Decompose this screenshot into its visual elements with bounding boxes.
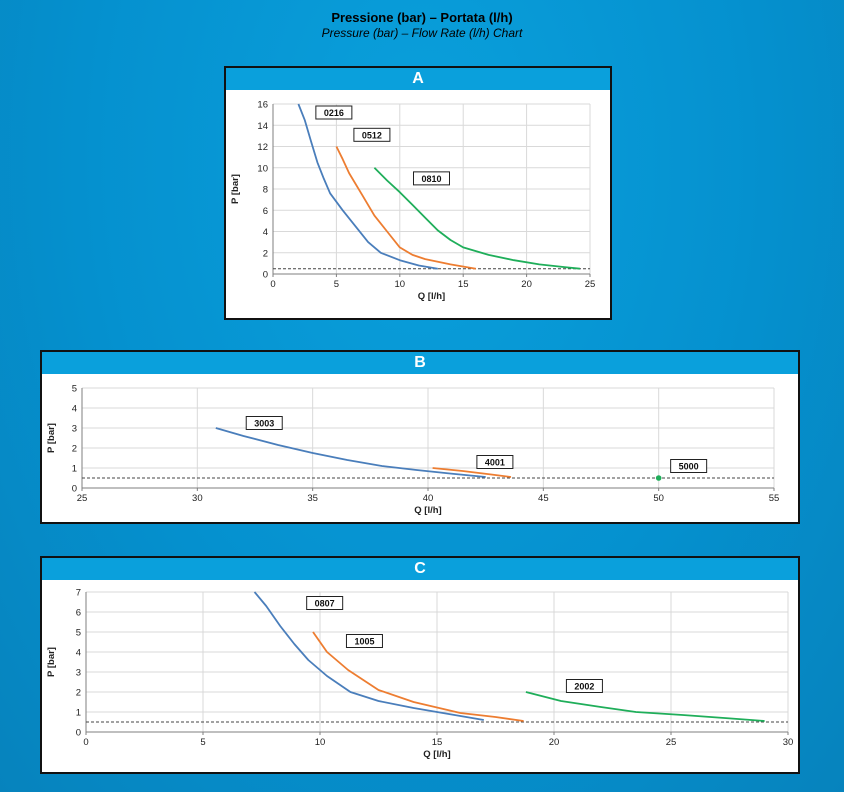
chart-a-series-0810-label-box (413, 171, 450, 186)
chart-c-series-2002-line (525, 691, 765, 722)
chart-a-y-tick-label: 0 (263, 270, 268, 281)
chart-b-x-tick-label: 50 (653, 493, 664, 504)
chart-c-x-tick-label: 10 (315, 737, 326, 748)
chart-a-series-0216-label: 0216 (324, 108, 344, 118)
chart-c-x-axis-title: Q [l/h] (423, 749, 450, 760)
chart-b-series-3003-line (215, 427, 486, 478)
chart-c-x-tick-label: 0 (83, 737, 88, 748)
chart-a-y-tick-label: 4 (263, 227, 268, 238)
chart-b-y-axis-title: P [bar] (46, 423, 57, 453)
chart-b-x-tick-label: 45 (538, 493, 549, 504)
chart-b-y-tick-label: 1 (72, 464, 77, 475)
chart-b-x-tick-label: 30 (192, 493, 203, 504)
chart-b-series-4001-label-box (476, 455, 514, 469)
page-title: Pressione (bar) – Portata (l/h) (331, 10, 513, 25)
chart-a-y-tick-label: 2 (263, 248, 268, 259)
chart-a-series-0810-line (373, 167, 580, 270)
chart-c-series-2002-label-box (565, 679, 603, 693)
chart-panel-c: C 0 5 10 15 20 25 30 0 1 2 3 4 5 6 7 Q [l/h] P [bar] 0807… (40, 556, 800, 774)
chart-b-x-tick-label: 40 (423, 493, 434, 504)
chart-b-x-tick-label: 35 (307, 493, 318, 504)
chart-a-x-tick-label: 0 (270, 279, 275, 290)
page-subtitle: Pressure (bar) – Flow Rate (l/h) Chart (321, 26, 523, 40)
chart-c-y-tick-label: 7 (76, 588, 81, 599)
chart-a-y-tick-label: 8 (263, 185, 268, 196)
chart-b-y-tick-label: 4 (72, 404, 77, 415)
panel-header-c: C (42, 558, 798, 580)
chart-c-y-tick-label: 1 (76, 708, 81, 719)
chart-a-x-tick-label: 5 (334, 279, 339, 290)
chart-c-y-tick-label: 2 (76, 688, 81, 699)
chart-a-series-0216-label-box (315, 105, 353, 120)
chart-c-y-axis-title: P [bar] (46, 647, 57, 677)
chart-a-series-0512-label: 0512 (362, 130, 382, 140)
chart-b-series-4001-label: 4001 (485, 458, 505, 468)
chart-a-series-0512-line (335, 146, 477, 270)
chart-a-x-axis-title: Q [l/h] (418, 291, 445, 302)
chart-c-series-2002-label: 2002 (574, 682, 594, 692)
chart-c-y-tick-label: 4 (76, 648, 81, 659)
chart-b-series-3003-label-box (245, 416, 283, 430)
chart-c-series-1005-label-box (345, 634, 383, 648)
chart-b-y-tick-label: 5 (72, 384, 77, 395)
chart-b-y-tick-label: 3 (72, 424, 77, 435)
chart-b-series-5000-point (655, 475, 662, 481)
chart-c-series-0807-label: 0807 (315, 599, 335, 609)
chart-a-series-0512-label-box (353, 127, 391, 142)
chart-c-x-tick-label: 15 (432, 737, 443, 748)
chart-a-y-tick-label: 16 (257, 100, 268, 111)
chart-b-x-tick-label: 25 (77, 493, 88, 504)
panel-header-b: B (42, 352, 798, 374)
chart-b-series-3003-label: 3003 (254, 419, 274, 429)
chart-b-series-5000-label-box (670, 459, 708, 473)
chart-c-x-tick-label: 20 (549, 737, 560, 748)
chart-a-y-axis-title: P [bar] (230, 174, 241, 204)
chart-c-y-tick-label: 3 (76, 668, 81, 679)
chart-c-y-tick-label: 6 (76, 608, 81, 619)
chart-a-x-tick-label: 15 (458, 279, 469, 290)
chart-c-series-0807-line (253, 591, 484, 721)
chart-b-x-axis-title: Q [l/h] (414, 505, 441, 516)
chart-c-series-1005-label: 1005 (354, 637, 374, 647)
chart-a-y-tick-label: 10 (257, 163, 268, 174)
chart-a-x-tick-label: 25 (585, 279, 596, 290)
chart-a: 0 5 10 15 20 25 0 2 4 6 8 10 12 14 16 Q [l/h] P [bar] 021… (230, 100, 596, 303)
chart-a-y-tick-label: 12 (257, 142, 268, 153)
chart-a-y-tick-label: 14 (257, 121, 268, 132)
chart-c-y-tick-label: 5 (76, 628, 81, 639)
chart-a-x-tick-label: 20 (521, 279, 532, 290)
chart-b-x-tick-label: 55 (769, 493, 780, 504)
chart-c-series-0807-label-box (306, 596, 344, 610)
chart-b-series-5000-label: 5000 (679, 462, 699, 472)
chart-c-x-tick-label: 30 (783, 737, 794, 748)
panel-header-a: A (226, 68, 610, 90)
chart-c: 0 5 10 15 20 25 30 0 1 2 3 4 5 6 7 Q [l/h] P [bar] 0807 10… (46, 588, 794, 761)
chart-b-y-tick-label: 0 (72, 484, 77, 495)
chart-a-y-tick-label: 6 (263, 206, 268, 217)
chart-panel-a: A 0 5 10 15 20 25 0 2 4 6 8 10 12 14 16 Q [l/h] P [bar] 0… (224, 66, 612, 320)
page-title-block: Pressione (bar) – Portata (l/h) Pressure… (0, 10, 844, 40)
chart-b-y-tick-label: 2 (72, 444, 77, 455)
chart-a-x-tick-label: 10 (395, 279, 406, 290)
chart-c-series-1005-line (312, 631, 524, 722)
chart-c-x-tick-label: 25 (666, 737, 677, 748)
chart-c-y-tick-label: 0 (76, 728, 81, 739)
chart-a-series-0216-line (297, 103, 438, 270)
chart-c-x-tick-label: 5 (200, 737, 205, 748)
chart-b-series-4001-line (432, 467, 512, 478)
chart-a-series-0810-label: 0810 (421, 174, 441, 184)
chart-panel-b: B 25 30 35 40 45 50 55 0 1 2 3 4 5 Q [l/h] P [bar] 3003… (40, 350, 800, 524)
